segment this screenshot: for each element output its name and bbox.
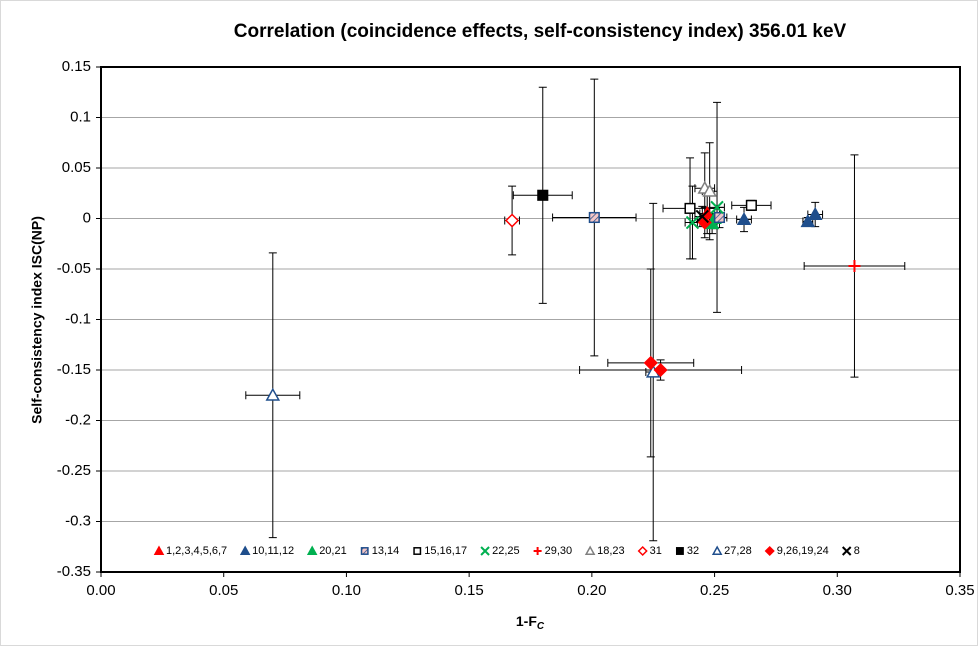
x-tick-label: 0.05	[209, 582, 238, 599]
marker	[588, 211, 600, 224]
marker	[841, 546, 852, 556]
legend-item: 18,23	[584, 545, 625, 557]
legend-item: 22,25	[480, 545, 520, 557]
marker	[697, 215, 712, 230]
legend-item: 32	[675, 545, 699, 557]
marker	[153, 545, 165, 555]
legend-label: 8	[854, 545, 860, 557]
marker	[710, 200, 724, 215]
legend-item: 27,28	[711, 545, 752, 557]
marker	[653, 362, 668, 378]
marker	[505, 213, 520, 228]
marker	[584, 545, 596, 555]
marker	[702, 183, 717, 197]
x-tick-label: 0.15	[455, 582, 484, 599]
legend-item: 13,14	[360, 545, 400, 557]
marker	[533, 547, 542, 555]
legend-label: 13,14	[372, 545, 400, 557]
legend-item: 9,26,19,24	[764, 545, 829, 557]
y-tick-label: 0.05	[62, 159, 91, 176]
legend-item: 10,11,12	[239, 545, 294, 557]
y-tick-label: -0.25	[57, 462, 91, 479]
plot-frame	[100, 66, 961, 573]
x-axis-label: 1-FC	[516, 613, 545, 632]
y-tick-label: -0.1	[65, 310, 91, 327]
marker	[360, 547, 369, 555]
x-axis-label-main: 1-F	[516, 613, 537, 629]
legend-item: 1,2,3,4,5,6,7	[153, 545, 227, 557]
x-tick-label: 0.35	[945, 582, 974, 599]
x-tick-label: 0.25	[700, 582, 729, 599]
legend-label: 1,2,3,4,5,6,7	[166, 545, 227, 557]
legend-label: 10,11,12	[252, 545, 294, 557]
marker	[239, 545, 251, 555]
x-tick-label: 0.30	[823, 582, 852, 599]
x-tick-label: 0.00	[86, 582, 115, 599]
marker	[800, 213, 816, 228]
chart-title: Correlation (coincidence effects, self-c…	[234, 21, 847, 42]
legend-label: 29,30	[545, 545, 573, 557]
legend-label: 15,16,17	[424, 545, 467, 557]
marker	[684, 202, 696, 214]
marker	[265, 387, 281, 401]
marker	[480, 546, 490, 556]
marker	[537, 189, 549, 201]
legend-item: 15,16,17	[413, 545, 467, 557]
x-tick-label: 0.10	[332, 582, 361, 599]
marker	[306, 545, 318, 555]
y-tick-label: -0.2	[65, 411, 91, 428]
legend-item: 20,21	[306, 545, 347, 557]
y-tick-label: -0.05	[57, 260, 91, 277]
legend-label: 20,21	[319, 545, 347, 557]
marker	[675, 547, 684, 555]
marker	[637, 545, 648, 557]
legend-label: 18,23	[597, 545, 625, 557]
marker	[713, 211, 726, 224]
marker	[736, 211, 752, 226]
y-tick-label: -0.35	[57, 563, 91, 580]
y-tick-label: 0.15	[62, 58, 91, 75]
legend-label: 9,26,19,24	[777, 545, 829, 557]
marker	[643, 355, 658, 370]
y-tick-label: 0.1	[70, 108, 91, 125]
legend-label: 31	[650, 545, 662, 557]
marker	[807, 206, 823, 221]
marker	[745, 199, 757, 211]
legend-label: 27,28	[724, 545, 752, 557]
marker	[413, 547, 422, 555]
y-axis-label: Self-consistency index ISC(NP)	[29, 216, 45, 424]
y-tick-label: -0.15	[57, 361, 91, 378]
marker	[711, 545, 723, 555]
marker	[848, 259, 861, 272]
marker	[764, 545, 775, 557]
legend-item: 8	[841, 545, 860, 557]
y-tick-label: -0.3	[65, 512, 91, 529]
marker	[695, 209, 710, 224]
legend-item: 29,30	[533, 545, 573, 557]
x-tick-label: 0.20	[577, 582, 606, 599]
x-axis-label-sub: C	[537, 621, 545, 632]
marker	[685, 215, 700, 230]
y-tick-label: 0	[83, 209, 91, 226]
legend-label: 32	[687, 545, 699, 557]
legend-item: 31	[637, 545, 662, 557]
legend-label: 22,25	[492, 545, 520, 557]
